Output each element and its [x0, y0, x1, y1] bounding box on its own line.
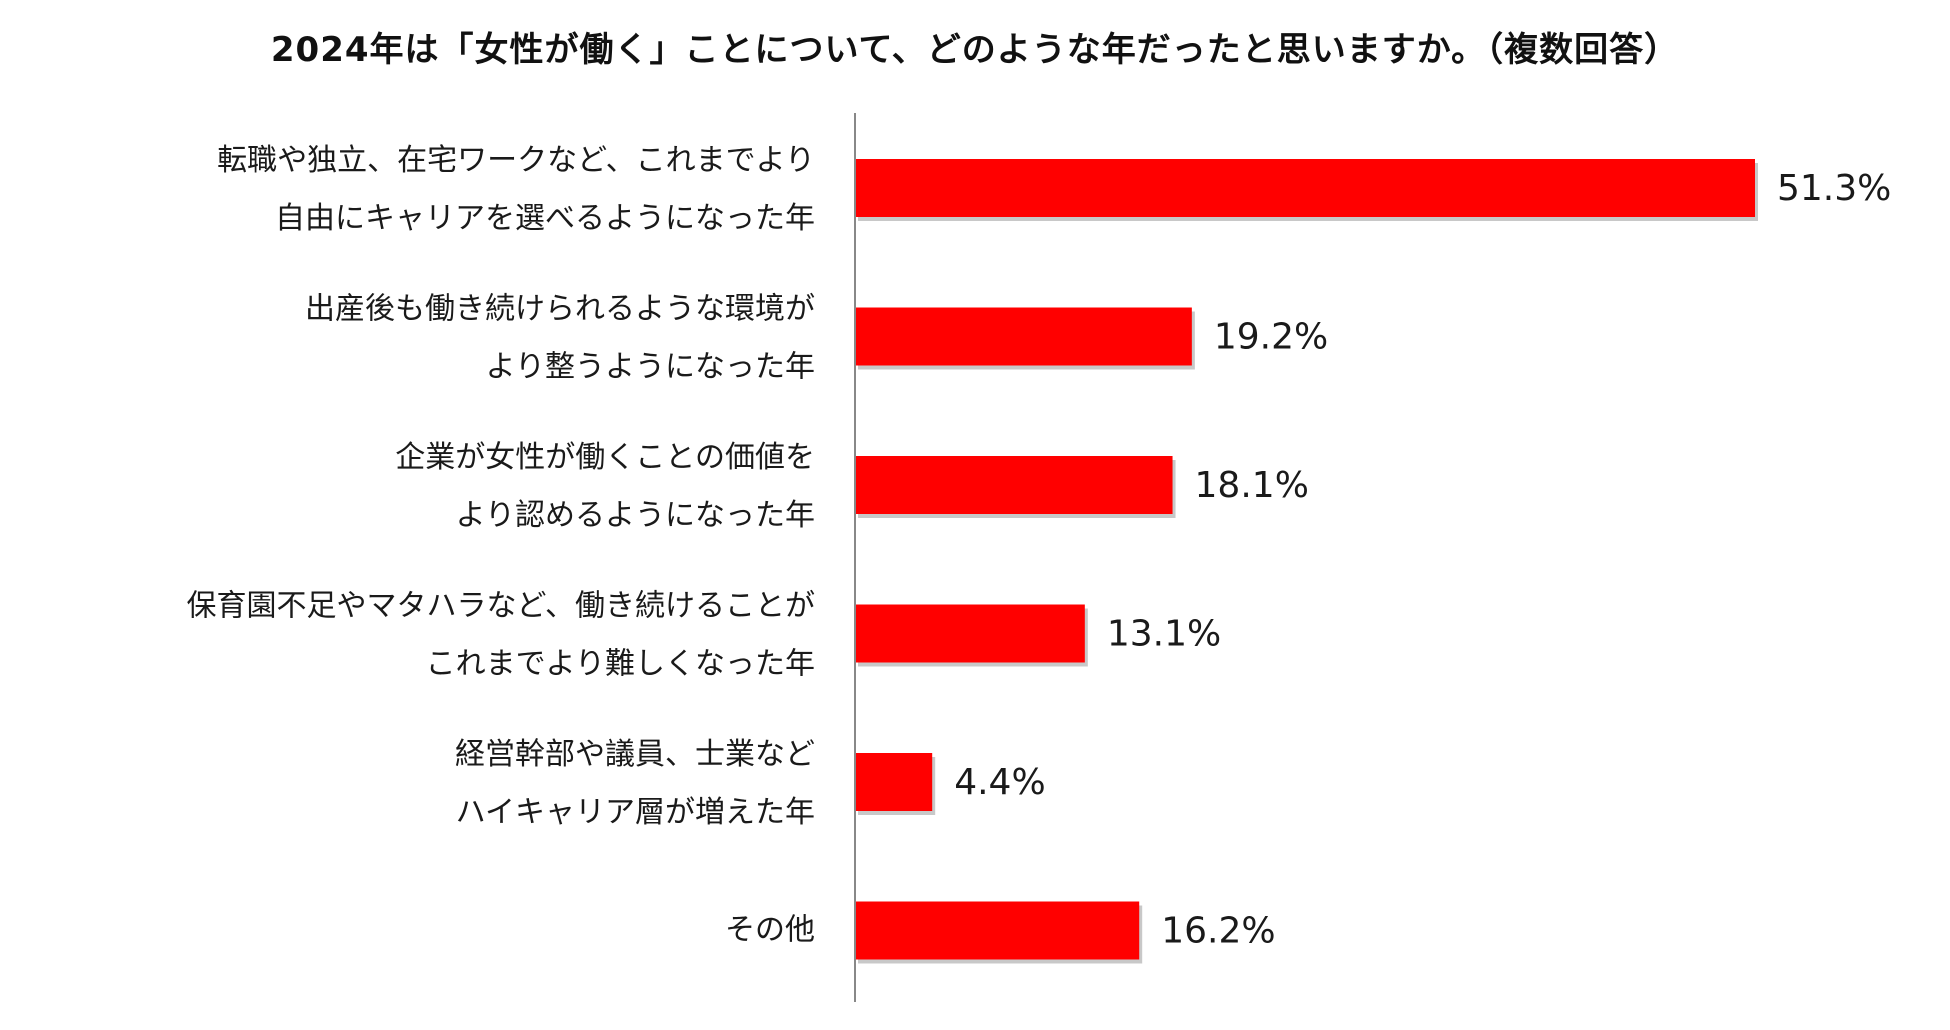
bar — [855, 901, 1140, 960]
category-label-line: 経営幹部や議員、士業など — [455, 737, 815, 772]
category-labels: 転職や独立、在宅ワークなど、これまでより自由にキャリアを選べるようになった年出産… — [187, 143, 816, 948]
bar — [855, 456, 1173, 514]
category-label-line: その他 — [725, 913, 815, 948]
bar — [855, 307, 1192, 366]
value-labels: 51.3% 19.2% 18.1% 13.1% 4.4% 16.2% — [954, 168, 1891, 952]
category-label-line: 企業が女性が働くことの価値を — [395, 440, 815, 475]
bar-value-label: 51.3% — [1777, 168, 1891, 209]
category-label-line: 保育園不足やマタハラなど、働き続けることが — [187, 589, 816, 624]
category-label-line: より整うようになった年 — [486, 350, 815, 385]
category-label-line: 出産後も働き続けられるような環境が — [305, 292, 815, 327]
category-label-line: より認めるようになった年 — [456, 498, 815, 533]
bar-value-label: 18.1% — [1195, 465, 1309, 506]
bar — [855, 604, 1085, 663]
bar-value-label: 13.1% — [1107, 614, 1221, 655]
category-label-line: ハイキャリア層が増えた年 — [456, 795, 815, 830]
chart-title: 2024年は「女性が働く」ことについて、どのような年だったと思いますか。（複数回… — [270, 30, 1680, 70]
bar-value-label: 4.4% — [954, 762, 1045, 803]
bar-value-label: 19.2% — [1214, 317, 1328, 358]
category-label-line: 自由にキャリアを選べるようになった年 — [275, 201, 815, 236]
category-label-line: 転職や独立、在宅ワークなど、これまでより — [217, 143, 815, 178]
bar — [855, 753, 933, 811]
bar-value-label: 16.2% — [1161, 911, 1275, 952]
bar-series — [855, 159, 1758, 964]
bar — [855, 159, 1755, 217]
category-label-line: これまでより難しくなった年 — [426, 647, 815, 682]
